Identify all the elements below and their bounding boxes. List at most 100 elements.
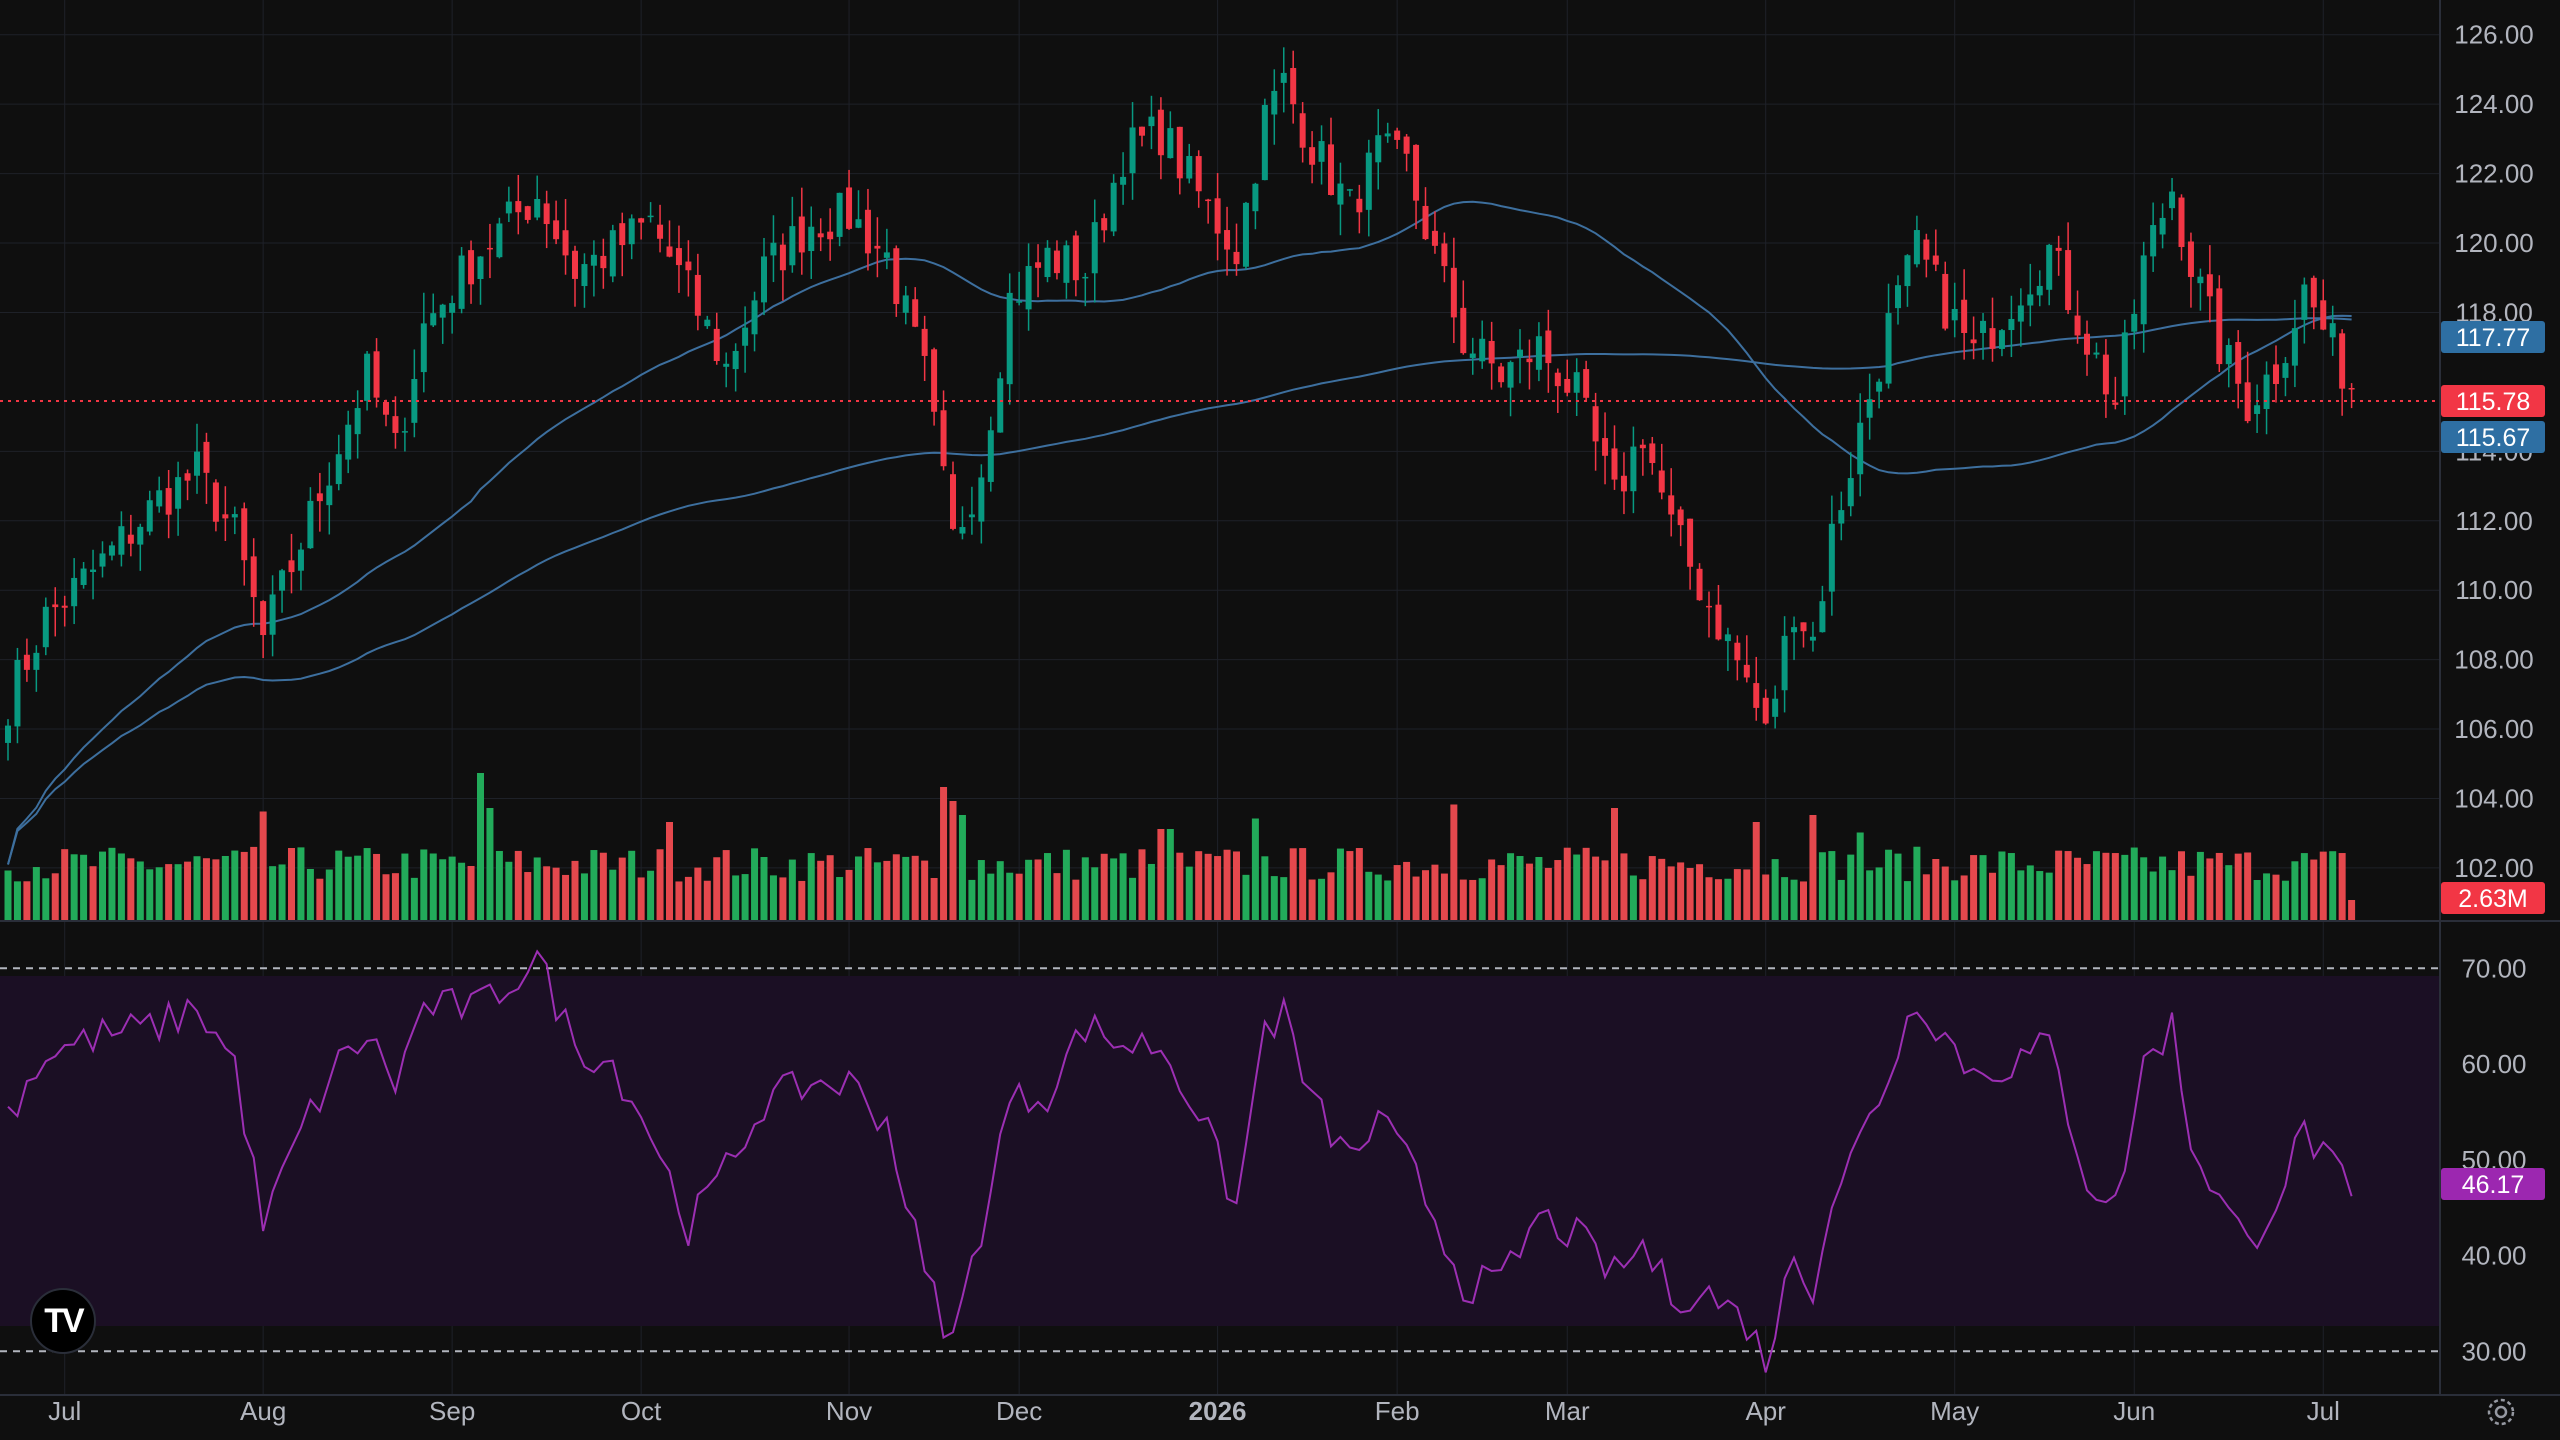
volume-bar (1478, 878, 1486, 920)
volume-value-tag-text: 2.63M (2458, 885, 2527, 913)
candle-body (373, 351, 380, 398)
candle-body (1318, 141, 1325, 162)
volume-bar (429, 853, 437, 920)
candle-body (2140, 255, 2147, 325)
candle-body (1205, 199, 1212, 202)
candle-body (1422, 205, 1429, 240)
volume-bar (382, 874, 390, 920)
candle-body (1762, 697, 1769, 724)
volume-bar (977, 860, 985, 920)
volume-bar (1072, 879, 1080, 920)
volume-bar (2149, 871, 2157, 920)
candle-body (647, 215, 654, 218)
volume-bar (1686, 867, 1694, 920)
volume-bar (1648, 856, 1656, 920)
candle-body (1328, 144, 1334, 196)
candle-body (326, 485, 333, 506)
candle-body (543, 203, 550, 225)
candle-body (345, 424, 352, 460)
volume-bar (240, 851, 248, 920)
candle-body (1573, 372, 1580, 393)
candle-body (1356, 198, 1363, 213)
volume-bar (1185, 866, 1193, 920)
volume-bar (562, 874, 570, 920)
volume-bar (486, 808, 494, 920)
candle-body (1186, 156, 1193, 179)
volume-bar (647, 870, 655, 920)
volume-bar (2263, 873, 2271, 920)
candle-body (1819, 601, 1826, 633)
candle-body (137, 526, 144, 545)
candle-body (1564, 378, 1571, 393)
candle-body (1989, 328, 1996, 349)
candle-body (71, 577, 78, 607)
volume-bar (637, 877, 645, 920)
volume-bar (1270, 876, 1278, 920)
candle-body (2206, 274, 2213, 297)
candle-body (1602, 438, 1609, 456)
volume-bar (1261, 856, 1269, 920)
volume-bar (987, 873, 995, 920)
time-tick-label: Apr (1745, 1396, 1786, 1426)
candle-body (1951, 308, 1958, 321)
candle-body (713, 328, 720, 362)
candle-body (1176, 126, 1183, 179)
volume-bar (1119, 853, 1127, 920)
volume-bar (958, 815, 966, 920)
candle-body (515, 201, 522, 213)
candle-body (1866, 399, 1873, 418)
volume-bar (23, 881, 31, 920)
volume-bar (524, 872, 532, 920)
settings-gear-icon[interactable] (2483, 1394, 2519, 1430)
candle-body (212, 482, 219, 522)
volume-bar (1781, 877, 1789, 920)
candle-body (401, 431, 408, 433)
candle-body (2102, 354, 2109, 395)
candle-body (1753, 683, 1760, 708)
candle-body (99, 553, 106, 567)
candle-body (2339, 333, 2346, 389)
candle-body (1961, 299, 1968, 334)
candle-body (1734, 642, 1741, 661)
ma-fast-value-tag: 117.77 (2441, 321, 2545, 353)
candle-body (666, 246, 673, 257)
volume-bar (2310, 859, 2318, 920)
candle-body (354, 408, 361, 435)
volume-bar (769, 875, 777, 920)
volume-bar (1866, 870, 1874, 920)
volume-bar (1384, 880, 1392, 920)
candle-body (2254, 405, 2261, 414)
time-tick-label: Nov (826, 1396, 872, 1426)
time-tick-label: Feb (1375, 1396, 1420, 1426)
volume-bar (467, 865, 475, 920)
time-tick-label: 2026 (1189, 1396, 1247, 1426)
candle-body (931, 349, 938, 412)
price-tick-label: 126.00 (2454, 20, 2534, 50)
volume-bar (1790, 879, 1798, 920)
price-tick-label: 124.00 (2454, 89, 2534, 119)
price-tick-label: 104.00 (2454, 783, 2534, 813)
tradingview-logo[interactable]: TV (30, 1288, 96, 1354)
volume-bar (883, 860, 891, 920)
volume-bar (1138, 849, 1146, 920)
volume-bar (666, 822, 673, 920)
volume-bar (61, 849, 69, 920)
price-tick-label: 120.00 (2454, 228, 2534, 258)
candle-body (581, 264, 588, 287)
volume-bar (2281, 880, 2289, 920)
volume-bar (174, 864, 182, 920)
volume-bar (231, 850, 239, 920)
volume-bar (2234, 853, 2242, 920)
candle-body (2310, 277, 2317, 308)
candle-body (1384, 133, 1391, 137)
candle-body (2244, 382, 2251, 422)
volume-bar (694, 867, 702, 920)
volume-bar (1696, 864, 1704, 920)
volume-bar (741, 874, 749, 920)
candle-body (1583, 369, 1590, 398)
candle-body (836, 192, 843, 237)
volume-bar (817, 860, 825, 920)
volume-bar (1355, 848, 1363, 920)
volume-bar (599, 852, 607, 920)
